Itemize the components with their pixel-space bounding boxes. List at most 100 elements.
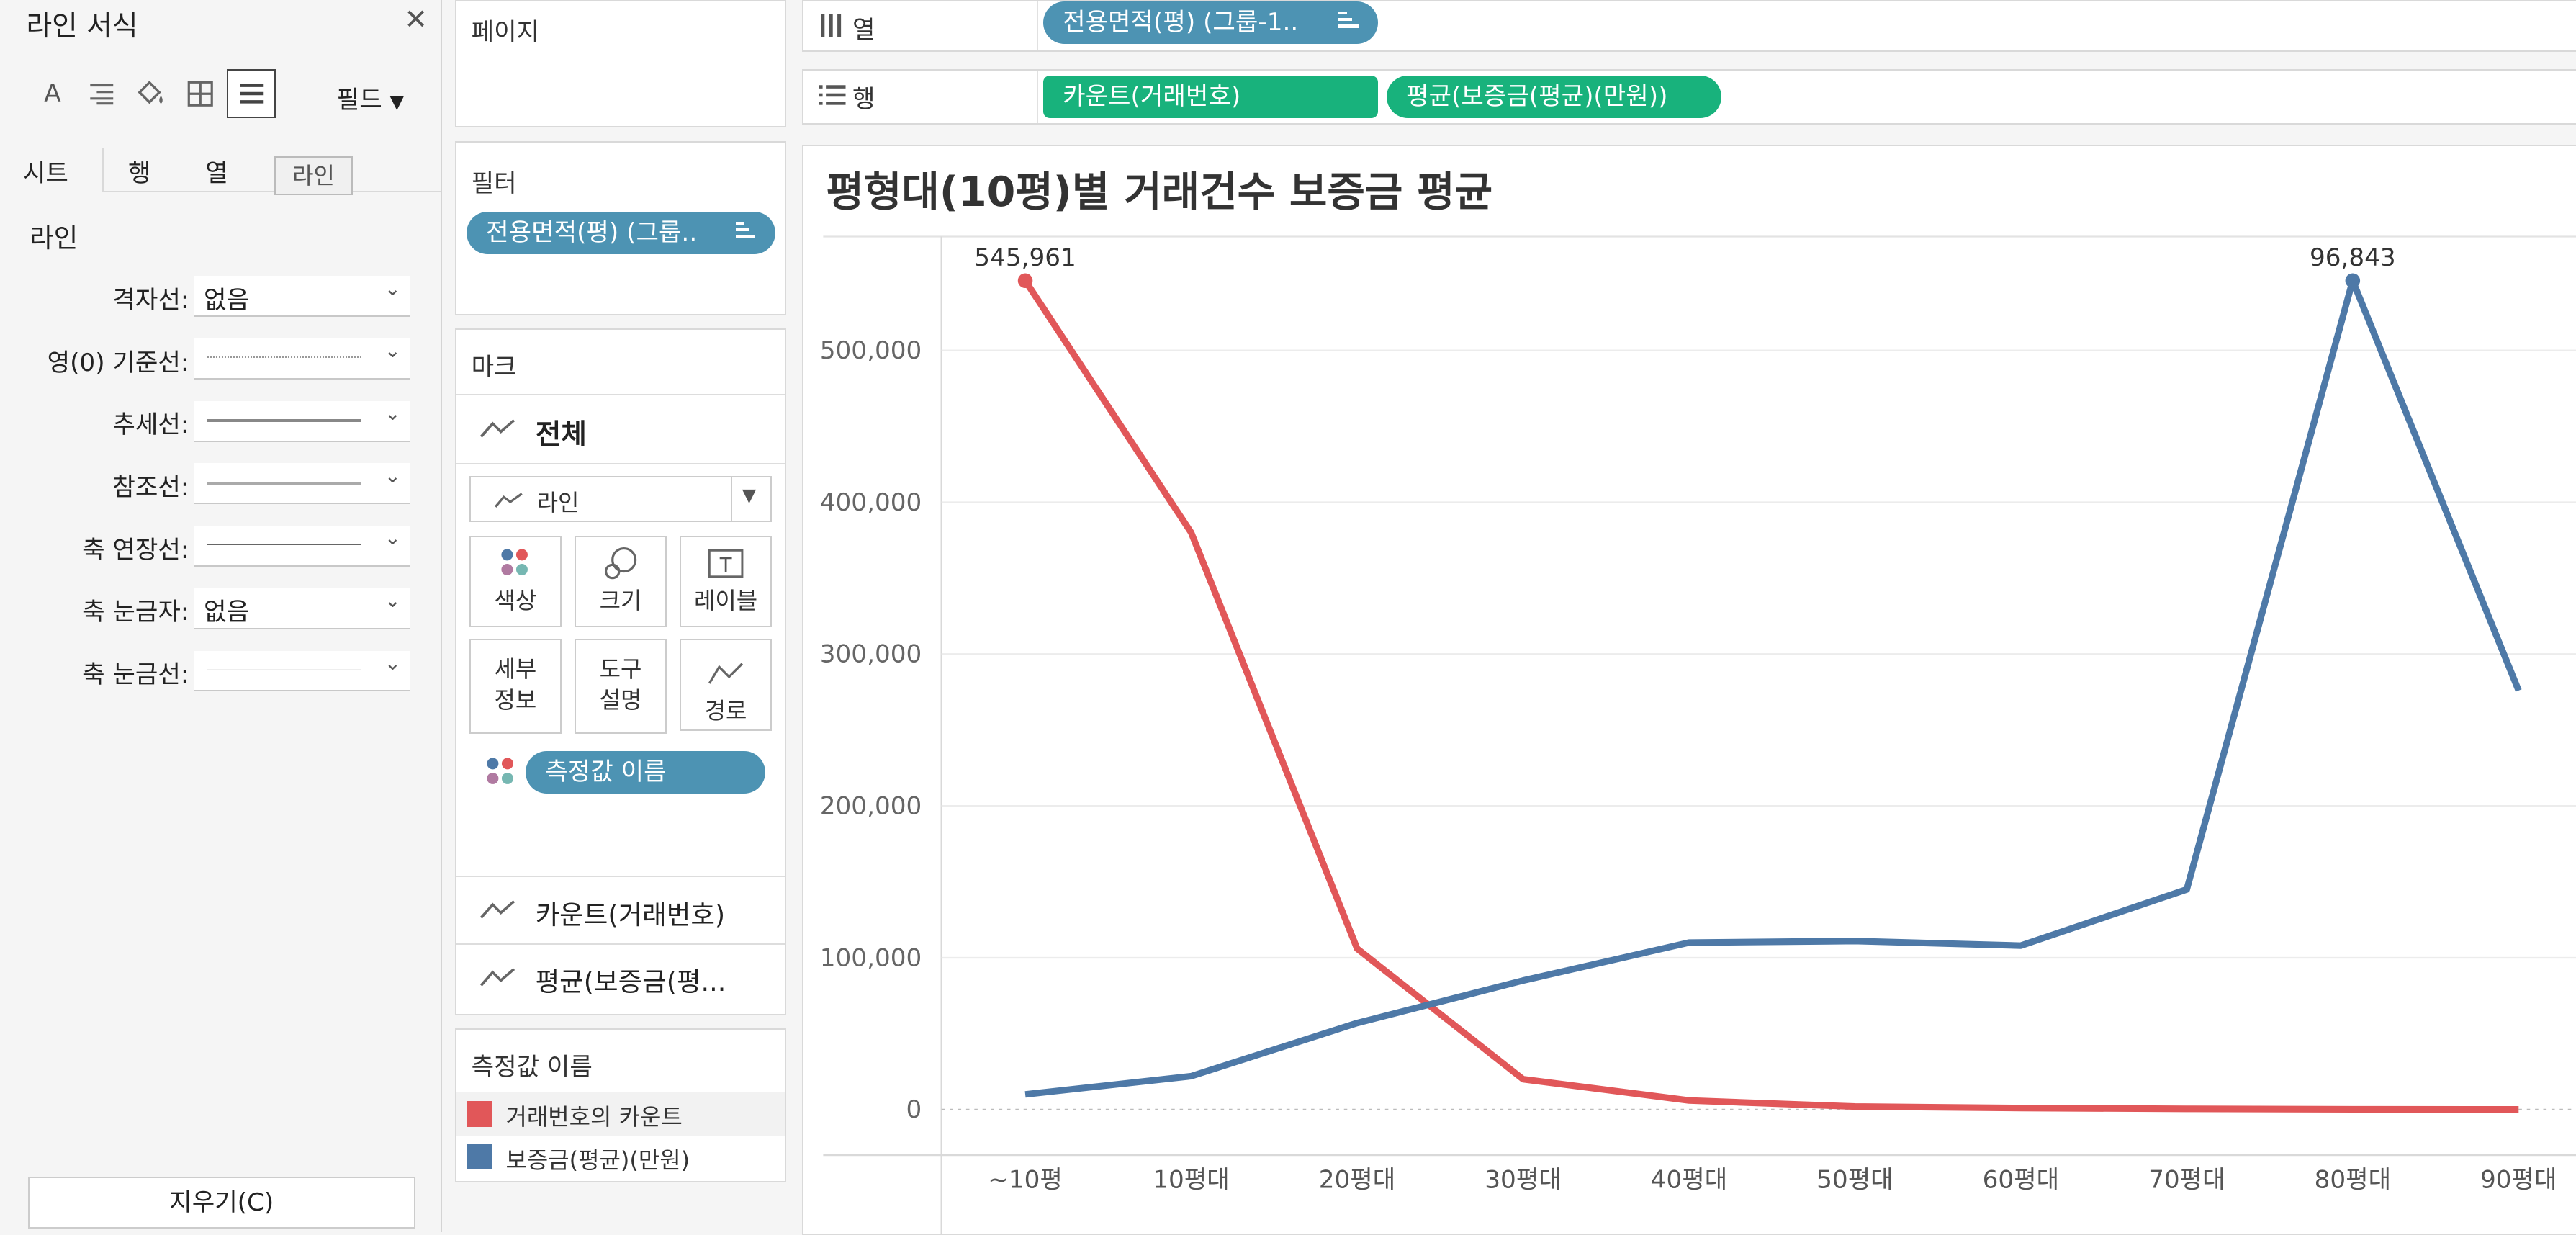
color-dots-icon [471, 544, 559, 583]
detail-label-2: 정보 [494, 686, 537, 714]
chevron-down-icon: ⌄ [384, 527, 401, 550]
y-tick-label: 300,000 [819, 640, 922, 669]
lines-icon[interactable] [226, 68, 276, 118]
y-tick-label: 100,000 [819, 943, 922, 972]
gridlines-label: 격자선: [112, 285, 189, 315]
size-button[interactable]: 크기 [575, 535, 667, 627]
tooltip-label-2: 설명 [599, 686, 642, 714]
x-tick-label: 20평대 [1318, 1166, 1395, 1195]
chevron-down-icon: ⌄ [384, 464, 401, 488]
rows-shelf: 행 카운트(거래번호) 평균(보증금(평균)(만원)) [801, 68, 2576, 125]
x-tick-label: 80평대 [2314, 1166, 2391, 1195]
label-button[interactable]: T 레이블 [680, 535, 772, 627]
chevron-down-icon: ⌄ [384, 652, 401, 675]
legend-item[interactable]: 보증금(평균)(만원) [456, 1136, 785, 1178]
marks-all-row[interactable]: 전체 [456, 394, 785, 463]
legend-swatch [466, 1100, 493, 1128]
series-line-2 [1024, 277, 2522, 1098]
axis-ticks-label: 축 눈금자: [82, 598, 189, 627]
close-icon[interactable]: ✕ [404, 3, 428, 36]
tab-columns[interactable]: 열 [205, 159, 228, 189]
legend-card: 측정값 이름 거래번호의 카운트 보증금(평균)(만원) [455, 1028, 787, 1183]
color-dots-icon [485, 755, 518, 795]
chevron-down-icon: ⌄ [384, 590, 401, 613]
label-T-icon: T [681, 544, 770, 583]
shading-icon[interactable] [130, 72, 172, 114]
align-icon[interactable] [81, 72, 123, 114]
x-tick-label: 70평대 [2148, 1166, 2225, 1195]
columns-pill[interactable]: 전용면적(평) (그룹-1.. [1042, 1, 1379, 45]
borders-icon[interactable] [179, 72, 222, 114]
trend-line-select[interactable]: ⌄ [194, 400, 411, 442]
field-dropdown[interactable]: 필드 ▼ [336, 85, 404, 114]
line-mark-icon [479, 416, 515, 446]
line-mark-icon [479, 964, 515, 995]
size-icon [576, 544, 665, 583]
filters-card-title: 필터 [471, 169, 517, 198]
axis-rulers-label: 축 연장선: [82, 535, 189, 565]
detail-label-1: 세부 [494, 655, 537, 683]
x-tick-label: 30평대 [1485, 1166, 1562, 1195]
path-button[interactable]: 경로 [680, 639, 772, 731]
font-icon[interactable]: A [44, 79, 61, 109]
pages-card: 페이지 [455, 0, 787, 128]
reference-line-select[interactable]: ⌄ [194, 463, 411, 505]
legend-title: 측정값 이름 [471, 1053, 593, 1082]
x-tick-label: 50평대 [1816, 1166, 1893, 1195]
marks-card-title: 마크 [471, 353, 517, 382]
axis-rulers-select[interactable]: ⌄ [194, 526, 411, 567]
chart-title: 평형대(10평)별 거래건수 보증금 평균 [826, 169, 1493, 217]
rows-pill-count[interactable]: 카운트(거래번호) [1042, 75, 1379, 118]
pages-card-title: 페이지 [471, 17, 540, 47]
x-tick-label: 60평대 [1982, 1166, 2059, 1195]
line-tab-tooltip: 라인 [274, 156, 353, 195]
zero-line-select[interactable]: ⌄ [194, 338, 411, 380]
legend-swatch [466, 1143, 493, 1170]
columns-icon [819, 13, 842, 44]
marks-measure1-row[interactable]: 카운트(거래번호) [456, 875, 785, 945]
gridlines-select[interactable]: 없음 ⌄ [194, 276, 411, 318]
rows-pill-average[interactable]: 평균(보증금(평균)(만원)) [1386, 75, 1722, 118]
detail-button[interactable]: 세부 정보 [469, 639, 562, 735]
svg-text:T: T [719, 554, 732, 577]
filters-card: 필터 전용면적(평) (그룹.. [455, 141, 787, 315]
rows-shelf-label: 행 [852, 85, 875, 114]
measure-names-pill[interactable]: 측정값 이름 [525, 750, 766, 794]
y-tick-label: 400,000 [819, 488, 922, 517]
mark-type-select[interactable]: 라인 ▼ [469, 476, 772, 522]
sort-icon [735, 221, 756, 245]
clear-button[interactable]: 지우기(C) [27, 1176, 415, 1229]
data-point [2345, 273, 2360, 288]
marks-measure2-row[interactable]: 평균(보증금(평... [456, 943, 785, 1012]
tooltip-label-1: 도구 [599, 655, 642, 683]
zero-line-label: 영(0) 기준선: [47, 348, 189, 377]
tab-rows[interactable]: 행 [127, 159, 151, 189]
path-icon [681, 654, 770, 693]
axis-gridlines-select[interactable]: ⌄ [194, 650, 411, 692]
axis-ticks-select[interactable]: 없음 ⌄ [194, 588, 411, 629]
section-title: 라인 [30, 223, 78, 254]
marks-card: 마크 전체 라인 ▼ 색상 크기 T 레이블 세부 정보 도구 설명 경로 측정… [455, 328, 787, 1015]
filter-pill[interactable]: 전용면적(평) (그룹.. [466, 212, 775, 255]
rows-icon [819, 82, 846, 113]
tooltip-button[interactable]: 도구 설명 [575, 639, 667, 735]
format-pane-title: 라인 서식 [26, 9, 138, 42]
data-label: 96,843 [2310, 243, 2396, 272]
legend-item[interactable]: 거래번호의 카운트 [456, 1092, 785, 1136]
x-tick-label: 90평대 [2480, 1166, 2557, 1195]
line-mark-icon [479, 897, 515, 928]
columns-shelf-label: 열 [852, 16, 875, 45]
sort-icon [1338, 11, 1359, 35]
data-label: 545,961 [974, 243, 1076, 272]
chevron-down-icon: ⌄ [384, 277, 401, 300]
columns-shelf: 열 전용면적(평) (그룹-1.. [801, 0, 2576, 53]
color-button[interactable]: 색상 [469, 535, 562, 627]
chevron-down-icon: ⌄ [384, 340, 401, 363]
axis-gridlines-label: 축 눈금선: [82, 660, 189, 690]
format-pane: 라인 서식 ✕ A 필드 ▼ 시트 행 열 라인 라인 격자선: 없음 ⌄ 영(0… [0, 0, 442, 1233]
tab-sheet[interactable]: 시트 [22, 159, 68, 189]
data-point [1017, 273, 1032, 288]
chevron-down-icon: ⌄ [384, 403, 401, 426]
x-tick-label: ~10평 [988, 1166, 1063, 1195]
y-tick-label: 500,000 [819, 336, 922, 365]
